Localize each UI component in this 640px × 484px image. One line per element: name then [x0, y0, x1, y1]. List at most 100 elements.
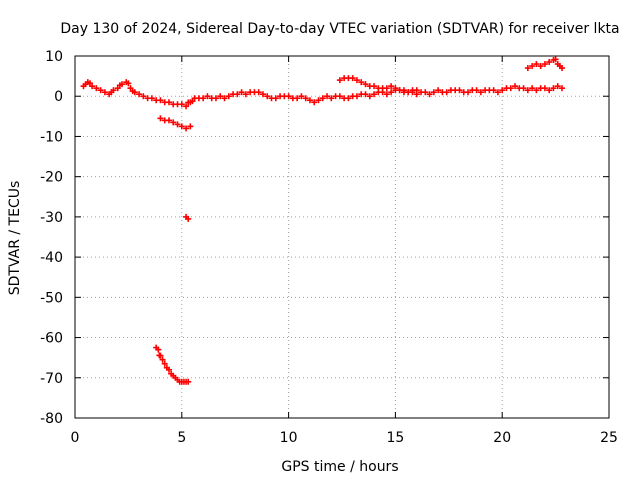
data-point-main-band	[302, 95, 309, 102]
data-point-deep-dip	[161, 360, 168, 367]
data-point-main-band	[456, 87, 463, 94]
y-tick-label: -30	[40, 210, 63, 226]
data-point-main-band	[366, 93, 373, 100]
data-point-upper-arc-13-16h	[349, 75, 356, 82]
data-point-main-band	[259, 91, 266, 98]
data-point-main-band	[559, 85, 566, 92]
data-point-main-band	[136, 91, 143, 98]
y-tick-label: -60	[40, 331, 63, 347]
data-point-main-band	[93, 85, 100, 92]
x-tick-label: 25	[600, 430, 618, 446]
data-point-upper-arc-13-16h	[383, 85, 390, 92]
data-point-dip-near-7	[170, 119, 177, 126]
data-point-main-band	[238, 89, 245, 96]
data-point-main-band	[336, 93, 343, 100]
data-point-main-band	[546, 87, 553, 94]
y-tick-label: -40	[40, 250, 63, 266]
data-point-main-band	[388, 89, 395, 96]
data-point-main-band	[473, 87, 480, 94]
data-point-deep-dip	[165, 366, 172, 373]
y-tick-label: -80	[40, 411, 63, 427]
data-point-upper-arc-21-23h	[524, 65, 531, 72]
data-point-main-band	[465, 89, 472, 96]
data-point-main-band	[125, 80, 132, 87]
y-tick-label: 0	[54, 89, 63, 105]
data-point-upper-arc-13-16h	[353, 77, 360, 84]
data-point-main-band	[221, 95, 228, 102]
data-point-main-band	[315, 97, 322, 104]
x-tick-label: 20	[493, 430, 511, 446]
y-tick-label: -50	[40, 290, 63, 306]
data-point-dip-near-7	[174, 121, 181, 128]
data-point-main-band	[520, 85, 527, 92]
data-point-main-band	[353, 93, 360, 100]
x-tick-label: 0	[71, 430, 80, 446]
data-point-main-band	[550, 85, 557, 92]
data-point-upper-arc-13-16h	[362, 81, 369, 88]
data-point-main-band	[311, 99, 318, 106]
data-point-deep-dip	[159, 356, 166, 363]
data-point-main-band	[435, 87, 442, 94]
data-point-upper-arc-21-23h	[552, 56, 559, 63]
chart-title: Day 130 of 2024, Sidereal Day-to-day VTE…	[60, 21, 619, 37]
data-point-isolated-point	[185, 215, 192, 222]
data-point-main-band	[89, 83, 96, 90]
data-point-main-band	[285, 93, 292, 100]
x-tick-label: 10	[280, 430, 298, 446]
data-point-main-band	[110, 87, 117, 94]
data-point-dip-near-7	[183, 125, 190, 132]
data-point-main-band	[507, 85, 514, 92]
data-point-main-band	[477, 89, 484, 96]
data-point-main-band	[148, 95, 155, 102]
data-point-main-band	[294, 95, 301, 102]
plot-border	[74, 55, 610, 419]
data-points	[80, 56, 566, 385]
data-point-main-band	[255, 89, 262, 96]
y-tick-label: -20	[40, 170, 63, 186]
data-point-main-band	[533, 87, 540, 94]
data-point-upper-arc-13-16h	[400, 87, 407, 94]
data-point-main-band	[118, 81, 125, 88]
data-point-main-band	[131, 89, 138, 96]
y-tick-label: -70	[40, 371, 63, 387]
data-point-main-band	[371, 91, 378, 98]
data-point-upper-arc-13-16h	[336, 77, 343, 84]
data-point-deep-dip	[185, 378, 192, 385]
data-point-main-band	[200, 95, 207, 102]
data-point-upper-arc-21-23h	[541, 61, 548, 68]
axis-ticks: 0 5 10 15 20 25 10 0 -10 -20 -30 -40 -50 -60 -70 -80	[40, 49, 618, 446]
data-point-upper-arc-21-23h	[529, 63, 536, 70]
data-point-deep-dip	[155, 346, 162, 353]
data-point-main-band	[541, 85, 548, 92]
data-point-main-band	[97, 87, 104, 94]
data-point-main-band	[324, 93, 331, 100]
data-point-main-band	[204, 93, 211, 100]
data-point-main-band	[306, 97, 313, 104]
y-axis-label: SDTVAR / TECUs	[7, 181, 23, 296]
data-point-main-band	[212, 95, 219, 102]
data-point-main-band	[499, 87, 506, 94]
data-point-main-band	[242, 91, 249, 98]
data-point-upper-arc-13-16h	[371, 83, 378, 90]
data-point-main-band	[272, 95, 279, 102]
data-point-main-band	[383, 91, 390, 98]
data-point-main-band	[494, 89, 501, 96]
data-point-upper-arc-13-16h	[409, 89, 416, 96]
x-tick-label: 15	[386, 430, 404, 446]
data-point-upper-arc-13-16h	[358, 79, 365, 86]
data-point-upper-arc-13-16h	[392, 85, 399, 92]
plot-frame	[74, 55, 610, 419]
data-point-main-band	[362, 91, 369, 98]
data-point-main-band	[234, 91, 241, 98]
data-point-upper-arc-13-16h	[388, 83, 395, 90]
x-axis-label: GPS time / hours	[281, 459, 398, 475]
data-point-dip-near-7	[157, 115, 164, 122]
x-tick-label: 5	[177, 430, 186, 446]
data-point-main-band	[225, 93, 232, 100]
data-point-upper-arc-13-16h	[413, 91, 420, 98]
data-point-dip-near-7	[187, 123, 194, 130]
data-point-main-band	[178, 101, 185, 108]
data-point-main-band	[319, 95, 326, 102]
data-point-main-band	[140, 93, 147, 100]
